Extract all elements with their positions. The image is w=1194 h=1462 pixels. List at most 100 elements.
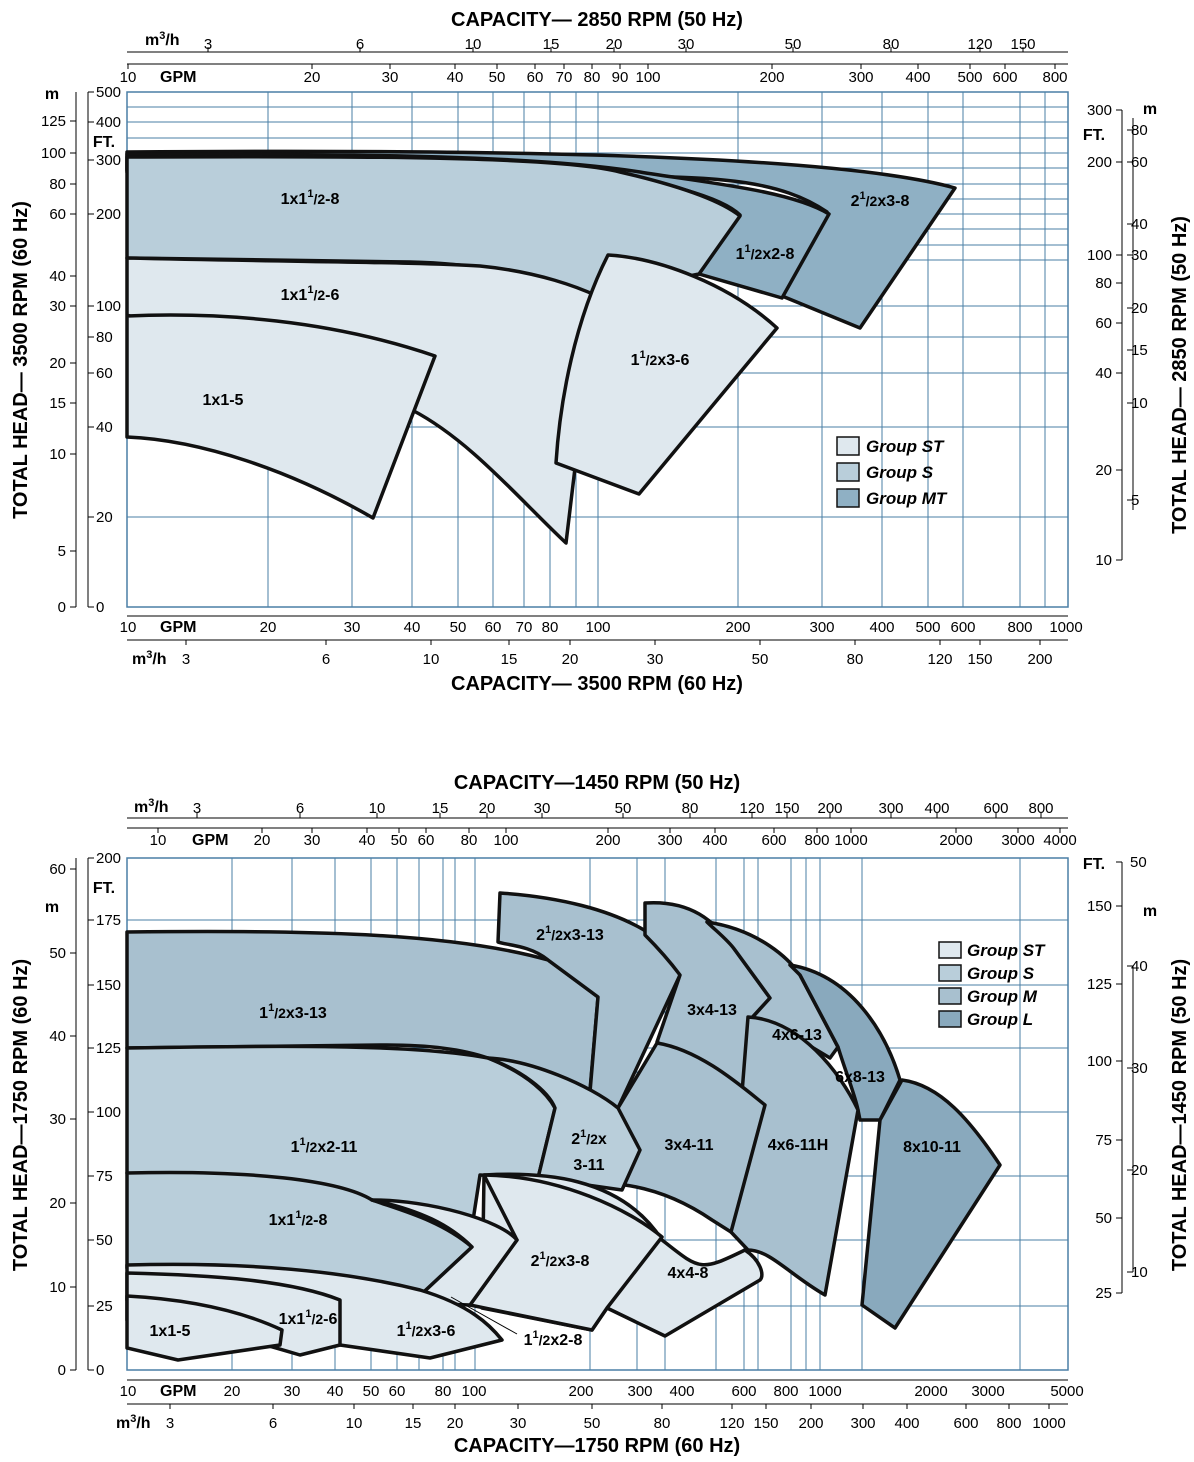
tick-label: 300 [878,800,903,817]
tick-label: 40 [404,619,421,636]
axes: CAPACITY— 2850 RPM (50 Hz) CAPACITY— 3500… [10,9,1191,695]
tick-label: 75 [1095,1132,1112,1149]
left-ft-unit: FT. [93,134,115,151]
bottom-gpm-unit: GPM [160,1383,196,1400]
tick-label: 20 [254,832,271,849]
tick-label: 10 [150,832,167,849]
region-4x6-11H [729,1015,860,1297]
tick-label: 600 [761,832,786,849]
tick-label: 20 [96,509,113,526]
right-m-unit: m [1143,101,1157,118]
pump-label: 1x11/2-8 [269,1209,328,1229]
tick-label: 40 [359,832,376,849]
region-2half-x3-8 [468,1173,664,1332]
tick-label: 30 [534,800,551,817]
tick-label: 1000 [1049,619,1082,636]
pump-label: 3x4-11 [665,1137,714,1154]
tick-label: 3 [204,36,212,53]
tick-label: 80 [542,619,559,636]
tick-label: 60 [1131,154,1148,171]
tick-label: 6 [322,651,330,668]
chart-3500-2850-rpm: 1x11/2-8 21/2x3-8 11/2x2-8 1x11/2-6 11/2x3-6… [10,9,1191,695]
tick-label: 80 [461,832,478,849]
region-1half-x3-6 [554,253,779,496]
tick-label: 90 [612,69,629,86]
pump-labels: 1x11/2-8 21/2x3-8 11/2x2-8 1x11/2-6 11/2x3-6… [203,188,910,409]
tick-label: 40 [1095,365,1112,382]
tick-label: 20 [224,1383,241,1400]
tick-label: 200 [595,832,620,849]
tick-label: 2000 [914,1383,947,1400]
legend-label: Group M [967,987,1038,1006]
tick-label: 400 [96,114,121,131]
tick-label: 50 [49,945,66,962]
tick-label: 70 [516,619,533,636]
tick-label: 20 [606,36,623,53]
tick-label: 200 [798,1415,823,1432]
tick-label: 300 [627,1383,652,1400]
tick-label: 150 [1087,898,1112,915]
legend-swatch [836,488,860,508]
legend-label: Group MT [866,489,948,508]
tick-label: 50 [391,832,408,849]
region-8x10-11 [860,1078,1002,1330]
tick-label: 80 [654,1415,671,1432]
region-1x1-5 [125,1294,284,1362]
tick-label: 50 [96,1232,113,1249]
tick-label: 120 [719,1415,744,1432]
tick-label: 10 [423,651,440,668]
pump-label: 11/2x3-6 [397,1320,456,1340]
tick-label: 25 [96,1298,113,1315]
tick-label: 150 [1010,36,1035,53]
tick-label: 80 [883,36,900,53]
legend-swatch [938,987,962,1005]
region-1x1-5 [125,313,437,520]
tick-label: 800 [996,1415,1021,1432]
tick-label: 60 [96,365,113,382]
legend: Group ST Group S Group M Group L [938,941,1046,1029]
tick-label: 30 [510,1415,527,1432]
tick-label: 80 [1095,275,1112,292]
tick-label: 80 [435,1383,452,1400]
tick-label: 10 [369,800,386,817]
pump-label: 8x10-11 [903,1139,961,1156]
tick-label: 40 [327,1383,344,1400]
tick-label: 5000 [1050,1383,1083,1400]
tick-label: 200 [725,619,750,636]
tick-label: 60 [527,69,544,86]
pump-label: 4x6-11H [768,1137,829,1154]
tick-label: 100 [96,1104,121,1121]
tick-label: 0 [58,1362,66,1379]
tick-label: 400 [669,1383,694,1400]
legend-swatch [836,436,860,456]
right-ft-unit: FT. [1083,856,1105,873]
top-m3h-unit: m3/h [145,30,180,49]
tick-label: 10 [346,1415,363,1432]
legend-label: Group L [967,1010,1033,1029]
tick-label: 20 [562,651,579,668]
pump-label: 11/2x2-11 [291,1136,358,1156]
tick-label: 60 [1095,315,1112,332]
tick-label: 80 [682,800,699,817]
legend: Group ST Group S Group MT [836,436,948,508]
tick-label: 500 [96,84,121,101]
tick-label: 70 [556,69,573,86]
tick-label: 50 [785,36,802,53]
tick-label: 300 [850,1415,875,1432]
right-m-unit: m [1143,903,1157,920]
tick-label: 400 [869,619,894,636]
tick-label: 800 [773,1383,798,1400]
tick-label: 75 [96,1168,113,1185]
tick-label: 500 [957,69,982,86]
tick-label: 40 [49,268,66,285]
pump-label: 1x1-5 [150,1323,191,1340]
tick-label: 6 [296,800,304,817]
tick-label: 10 [465,36,482,53]
tick-label: 80 [847,651,864,668]
tick-label: 40 [1131,216,1148,233]
tick-label: 400 [894,1415,919,1432]
pump-label: 4x6-13 [772,1027,822,1044]
tick-label: 150 [96,977,121,994]
tick-label: 20 [447,1415,464,1432]
tick-label: 30 [344,619,361,636]
